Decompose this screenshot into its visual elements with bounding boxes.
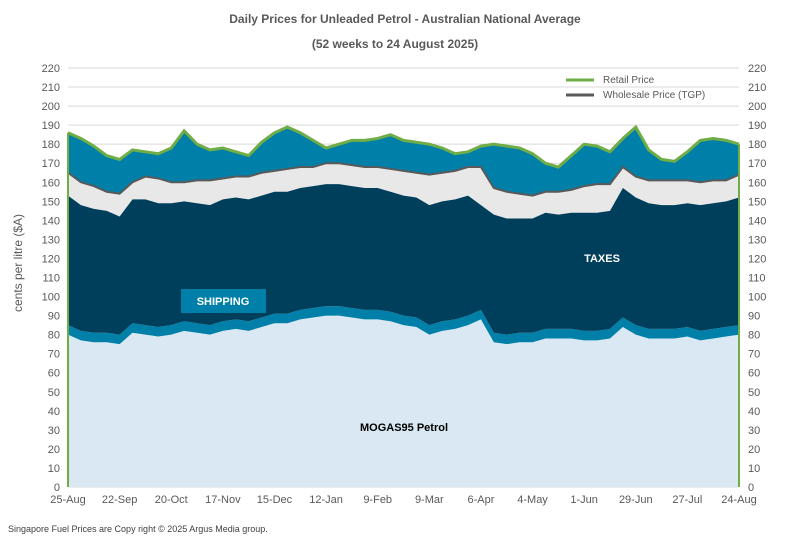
y-tick-label-right: 210	[748, 82, 766, 94]
y-tick-label-left: 80	[48, 330, 60, 342]
y-tick-label-left: 100	[42, 292, 60, 304]
x-tick-label: 25-Aug	[50, 494, 85, 506]
retail-margin-area	[68, 127, 739, 196]
y-tick-label-right: 20	[748, 444, 760, 456]
x-tick-label: 6-Apr	[467, 494, 494, 506]
y-tick-label-left: 190	[42, 120, 60, 132]
y-tick-label-right: 200	[748, 101, 766, 113]
y-tick-label-left: 150	[42, 196, 60, 208]
legend-wholesale-label: Wholesale Price (TGP)	[603, 90, 705, 101]
y-tick-label-right: 110	[748, 273, 766, 285]
y-tick-label-left: 130	[42, 234, 60, 246]
x-tick-label: 4-May	[517, 494, 548, 506]
y-tick-label-right: 170	[748, 158, 766, 170]
y-tick-label-left: 0	[54, 482, 60, 494]
y-tick-label-right: 150	[748, 196, 766, 208]
y-tick-label-right: 100	[748, 292, 766, 304]
x-tick-label: 15-Dec	[257, 494, 293, 506]
y-tick-label-left: 50	[48, 387, 60, 399]
y-axis-label: cents per litre ($A)	[11, 214, 25, 312]
y-tick-label-left: 220	[42, 63, 60, 75]
y-tick-label-right: 140	[748, 215, 766, 227]
y-tick-label-right: 120	[748, 253, 766, 265]
x-tick-label: 27-Jul	[672, 494, 702, 506]
y-tick-label-right: 180	[748, 139, 766, 151]
y-tick-label-left: 210	[42, 82, 60, 94]
x-tick-label: 1-Jun	[570, 494, 598, 506]
y-tick-label-right: 130	[748, 234, 766, 246]
y-tick-label-right: 160	[748, 177, 766, 189]
y-tick-label-left: 170	[42, 158, 60, 170]
mogas-area	[68, 315, 739, 487]
x-tick-label: 9-Feb	[363, 494, 392, 506]
y-tick-label-right: 50	[748, 387, 760, 399]
y-tick-label-right: 40	[748, 406, 760, 418]
copyright-footer: Singapore Fuel Prices are Copy right © 2…	[8, 524, 268, 534]
taxes-area	[68, 184, 739, 335]
y-tick-label-left: 200	[42, 101, 60, 113]
y-tick-label-left: 90	[48, 311, 60, 323]
x-tick-label: 24-Aug	[721, 494, 756, 506]
axis-ticks: 0 0 10 10 20 20 30 30 40 40 50 50 60 60 70 70 80 80 90 90 10…	[42, 63, 767, 506]
legend-retail-label: Retail Price	[603, 75, 655, 86]
x-tick-label: 12-Jan	[309, 494, 343, 506]
x-tick-label: 29-Jun	[619, 494, 653, 506]
y-tick-label-left: 30	[48, 425, 60, 437]
y-tick-label-right: 90	[748, 311, 760, 323]
legend: Retail Price Wholesale Price (TGP)	[566, 75, 705, 101]
retail-price-line	[67, 124, 740, 169]
y-tick-label-left: 120	[42, 253, 60, 265]
y-tick-label-right: 60	[748, 368, 760, 380]
wholesale-price-line	[67, 162, 740, 197]
y-tick-label-left: 140	[42, 215, 60, 227]
y-tick-label-right: 80	[748, 330, 760, 342]
y-tick-label-right: 220	[748, 63, 766, 75]
x-tick-label: 17-Nov	[205, 494, 241, 506]
y-tick-label-right: 70	[748, 349, 760, 361]
y-tick-label-left: 160	[42, 177, 60, 189]
y-tick-label-right: 190	[748, 120, 766, 132]
y-tick-label-left: 70	[48, 349, 60, 361]
y-tick-label-left: 60	[48, 368, 60, 380]
area-layers	[68, 127, 739, 487]
y-tick-label-right: 0	[748, 482, 754, 494]
y-tick-label-left: 10	[48, 463, 60, 475]
chart-title: Daily Prices for Unleaded Petrol - Austr…	[229, 12, 581, 26]
y-tick-label-left: 40	[48, 406, 60, 418]
shipping-label-box	[181, 289, 266, 313]
chart-subtitle: (52 weeks to 24 August 2025)	[312, 37, 478, 51]
x-tick-label: 22-Sep	[102, 494, 137, 506]
price-lines	[67, 124, 740, 487]
x-tick-label: 20-Oct	[155, 494, 188, 506]
y-tick-label-left: 20	[48, 444, 60, 456]
y-tick-label-right: 10	[748, 463, 760, 475]
mogas-label: MOGAS95 Petrol	[360, 422, 448, 434]
y-tick-label-right: 30	[748, 425, 760, 437]
y-tick-label-left: 110	[42, 273, 60, 285]
x-tick-label: 9-Mar	[415, 494, 444, 506]
shipping-label: SHIPPING	[197, 296, 250, 308]
shipping-area	[68, 306, 739, 345]
taxes-label: TAXES	[584, 253, 620, 265]
y-tick-label-left: 180	[42, 139, 60, 151]
